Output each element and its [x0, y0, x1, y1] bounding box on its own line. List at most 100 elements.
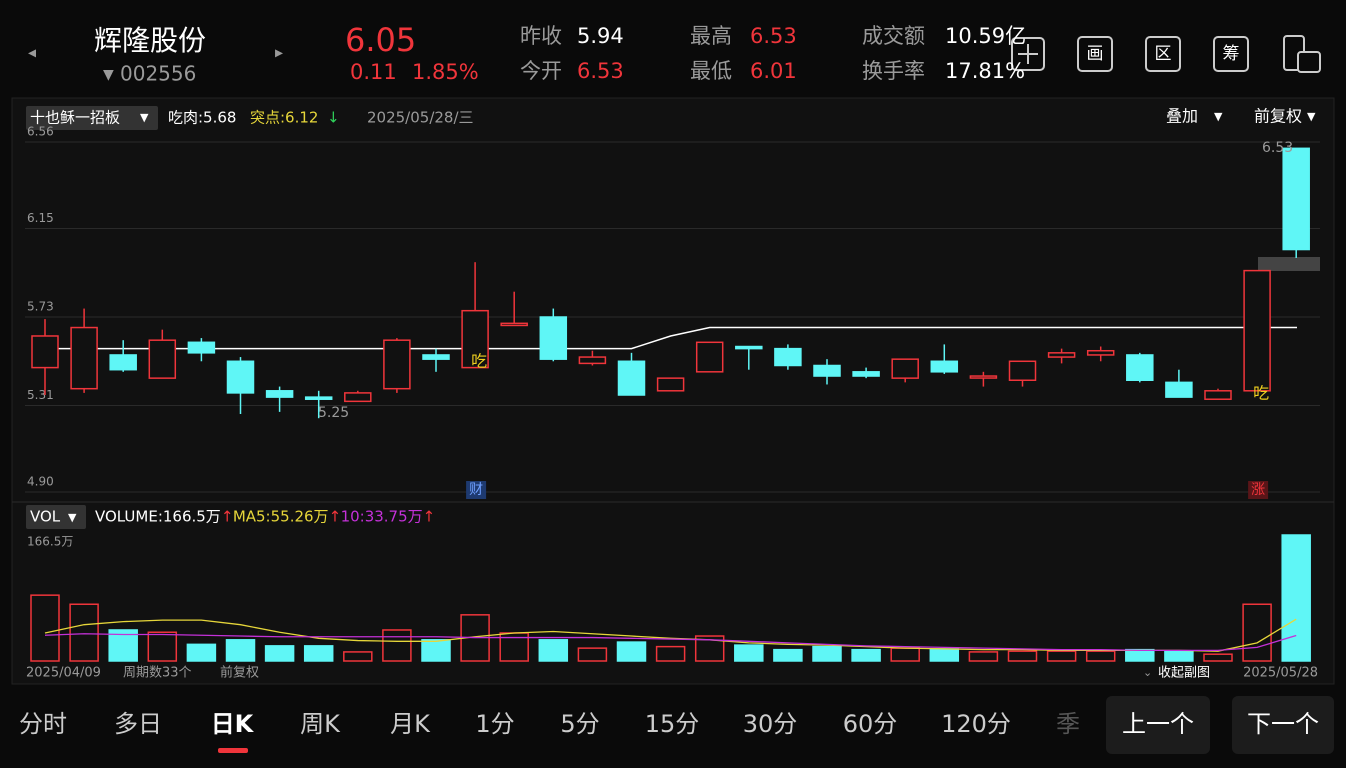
volume-bar [30, 594, 60, 662]
volume-bar [343, 651, 373, 662]
volume-bar [1281, 534, 1311, 662]
stat-value: 5.94 [577, 24, 624, 48]
signal-label: 吃 [471, 352, 487, 371]
candle-body [148, 339, 177, 379]
breakout-arrow: ↓ [327, 109, 340, 127]
high-label: 6.53 [1262, 140, 1293, 156]
eat-value: 吃肉:5.68 [168, 109, 236, 127]
vol-selector[interactable]: VOL [30, 508, 61, 526]
volume-bar [1164, 650, 1194, 662]
candle-body [930, 360, 959, 373]
finance-marker[interactable]: 财 [469, 482, 483, 498]
y-tick-label: 4.90 [27, 475, 54, 489]
finance-box [466, 481, 487, 499]
tab[interactable]: 5分 [560, 710, 599, 738]
candle-body [1047, 352, 1076, 358]
tab[interactable]: 60分 [843, 710, 898, 738]
tab[interactable]: 15分 [645, 710, 700, 738]
volume-bar [929, 648, 960, 662]
tab[interactable]: 日K [211, 710, 255, 738]
icon-label[interactable]: 区 [1155, 44, 1172, 64]
vol-legend-arrow: ↑ [329, 508, 342, 526]
stat-value: 6.53 [577, 59, 624, 83]
candle-body [226, 360, 255, 394]
candle-body [187, 341, 216, 354]
adjust-caret: ▼ [1307, 110, 1316, 123]
collapse-button[interactable]: 收起副图 [1158, 666, 1210, 681]
prev-button-bg[interactable] [1106, 696, 1210, 754]
candle-body [1086, 349, 1115, 356]
candle-body [891, 358, 919, 379]
vol-legend: VOLUME:166.5万 [95, 508, 221, 526]
add-icon[interactable] [1011, 37, 1045, 71]
tab[interactable]: 月K [390, 710, 431, 738]
prev-button[interactable]: 上一个 [1122, 710, 1194, 738]
icon-box[interactable] [1077, 36, 1113, 72]
selector-caret: ▼ [140, 111, 149, 124]
vol-legend: 10:33.75万 [341, 508, 423, 526]
toolbar [1011, 35, 1321, 73]
vol-box[interactable] [26, 505, 86, 529]
candle-body [1243, 269, 1271, 392]
candle-body [578, 356, 607, 365]
volume-bar [186, 643, 217, 662]
icon-box[interactable] [1213, 36, 1249, 72]
y-tick-label: 6.15 [27, 211, 54, 225]
volume-bar [968, 651, 999, 662]
adjust-menu[interactable]: 前复权 [1254, 107, 1302, 126]
candle-body [461, 309, 489, 369]
tab[interactable]: 多日 [114, 710, 162, 738]
collapse-caret[interactable]: ⌄ [1143, 666, 1152, 679]
breakout-value: 突点:6.12 [250, 109, 318, 127]
candle-body [735, 345, 763, 350]
selector-box[interactable] [26, 106, 158, 130]
candle-body [813, 364, 841, 377]
next-stock[interactable]: ▸ [275, 43, 283, 62]
change: 0.11 [350, 60, 397, 84]
candle-body [1126, 354, 1154, 382]
tab[interactable]: 分时 [19, 710, 67, 738]
next-button-bg[interactable] [1232, 696, 1334, 754]
volume-bar [655, 645, 686, 662]
adjust-label: 前复权 [220, 665, 259, 681]
y-tick-label: 6.56 [27, 125, 54, 139]
change-pct: 1.85% [412, 60, 479, 84]
candle-body [1165, 381, 1193, 398]
ma5-line [44, 618, 1297, 652]
limit-up-marker[interactable]: 涨 [1251, 482, 1265, 498]
stat-value: 6.53 [750, 24, 797, 48]
stat-label: 今开 [520, 59, 562, 83]
candle-body [1008, 360, 1037, 382]
period-count: 周期数33个 [123, 666, 192, 681]
candle-body [109, 354, 137, 371]
y-tick-label: 5.73 [27, 300, 54, 314]
icon-label[interactable]: 筹 [1223, 44, 1240, 64]
indicator-selector[interactable]: 十也稣一招板 [30, 109, 120, 127]
tab[interactable]: 120分 [941, 710, 1011, 738]
tab-underline [218, 748, 248, 753]
ma10-line [44, 633, 1297, 652]
volume-bar [577, 647, 608, 662]
tab[interactable]: 周K [300, 710, 341, 738]
candle-body [1282, 147, 1310, 251]
candle-body [695, 341, 724, 373]
candle-body [852, 371, 880, 377]
overlay-menu[interactable]: 叠加 [1166, 107, 1198, 126]
candle-body [774, 347, 802, 367]
stock-code: 002556 [120, 62, 196, 86]
next-button[interactable]: 下一个 [1247, 710, 1319, 738]
icon-label[interactable]: 画 [1087, 44, 1104, 64]
icon-box[interactable] [1145, 36, 1181, 72]
volume-bar [538, 639, 569, 662]
price: 6.05 [345, 21, 416, 59]
tab[interactable]: 季 [1056, 710, 1080, 738]
tab[interactable]: 1分 [475, 710, 514, 738]
overlay-caret: ▼ [1214, 110, 1223, 123]
dropdown[interactable]: ▼ [103, 67, 114, 83]
signal-label: 吃 [1253, 384, 1269, 403]
volume-bar [69, 603, 99, 662]
volume-bar [1125, 648, 1155, 662]
prev-stock[interactable]: ◂ [28, 43, 36, 62]
tab[interactable]: 30分 [743, 710, 798, 738]
